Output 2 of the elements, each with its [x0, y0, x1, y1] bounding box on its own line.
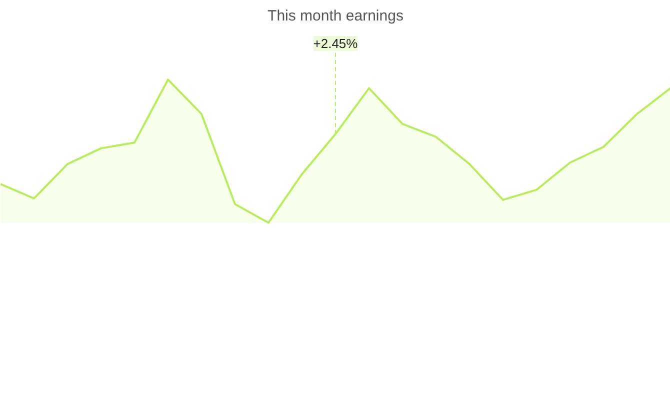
annotation: +2.45% [313, 36, 358, 51]
chart-title: This month earnings [268, 8, 404, 24]
